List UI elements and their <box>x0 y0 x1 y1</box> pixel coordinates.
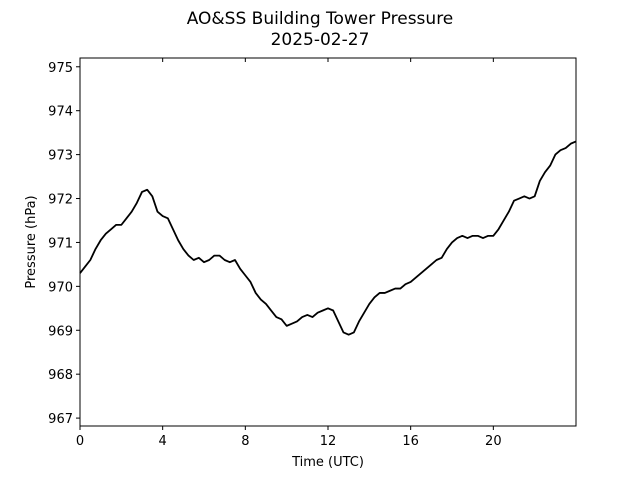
y-tick-label: 971 <box>48 236 73 251</box>
plot-frame <box>79 57 577 427</box>
x-tick-label: 16 <box>402 434 419 449</box>
y-tick-label: 975 <box>48 61 73 76</box>
y-tick-label: 968 <box>48 368 73 383</box>
x-tick-label: 4 <box>159 434 167 449</box>
y-tick-label: 967 <box>48 412 73 427</box>
y-tick-label: 974 <box>48 105 73 120</box>
chart-subtitle: 2025-02-27 <box>271 30 370 50</box>
y-tick-label: 972 <box>48 193 73 208</box>
y-tick-label: 973 <box>48 149 73 164</box>
x-tick-label: 0 <box>76 434 84 449</box>
x-axis-label: Time (UTC) <box>291 455 364 470</box>
x-tick-label: 20 <box>485 434 502 449</box>
x-tick-label: 8 <box>241 434 249 449</box>
x-tick-label: 12 <box>320 434 337 449</box>
y-tick-label: 969 <box>48 324 73 339</box>
y-tick-label: 970 <box>48 280 73 295</box>
chart-title: AO&SS Building Tower Pressure <box>187 9 454 29</box>
y-axis-label: Pressure (hPa) <box>24 195 39 288</box>
data-line <box>79 140 577 336</box>
